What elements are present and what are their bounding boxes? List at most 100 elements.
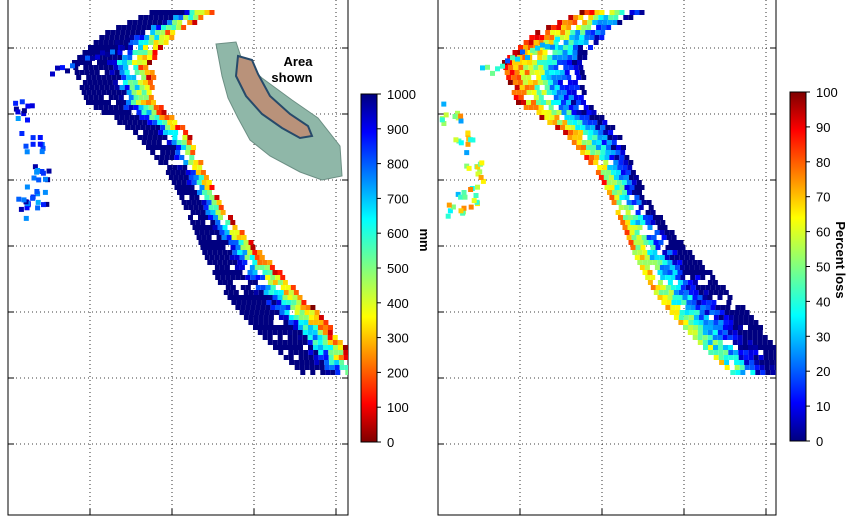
heatmap-cell [237, 250, 243, 255]
heatmap-cell [748, 315, 754, 320]
heatmap-cell [50, 71, 55, 77]
heatmap-cell [103, 65, 109, 70]
heatmap-cell [283, 320, 289, 325]
heatmap-cell [648, 240, 654, 245]
heatmap-cell [87, 50, 93, 55]
heatmap-cell [141, 140, 147, 145]
heatmap-cell [561, 100, 566, 105]
heatmap-cell [115, 39, 120, 45]
heatmap-cell [526, 75, 532, 80]
heatmap-cell [773, 355, 776, 360]
colorbar-tick-label: 10 [816, 399, 830, 414]
heatmap-cell [189, 155, 195, 160]
heatmap-cell [288, 345, 293, 350]
heatmap-cell [164, 35, 170, 40]
colorbar-tick-label: 20 [816, 364, 830, 379]
heatmap-cell [617, 165, 623, 170]
heatmap-cell [203, 240, 209, 245]
heatmap-cell [107, 55, 113, 60]
heatmap-cell [242, 295, 248, 300]
heatmap-cell [674, 310, 680, 315]
heatmap-cell [657, 225, 663, 230]
heatmap-cell [307, 330, 313, 335]
heatmap-cell [577, 120, 583, 125]
heatmap-cell [738, 355, 744, 360]
heatmap-cell [688, 290, 694, 295]
heatmap-cell [213, 240, 219, 245]
heatmap-cell [707, 295, 713, 300]
heatmap-cell [113, 45, 118, 50]
heatmap-cell [755, 370, 761, 375]
heatmap-cell [593, 160, 599, 165]
heatmap-cell [153, 105, 159, 110]
heatmap-cell [288, 320, 294, 325]
heatmap-cell [700, 275, 706, 280]
heatmap-cell [561, 25, 567, 30]
heatmap-cell [296, 300, 302, 305]
heatmap-cell [518, 95, 524, 100]
heatmap-cell [282, 330, 288, 335]
heatmap-cell [355, 370, 360, 375]
heatmap-cell [551, 100, 556, 105]
heatmap-cell [461, 205, 467, 211]
heatmap-cell [529, 85, 535, 90]
heatmap-cell [304, 360, 310, 365]
heatmap-cell [677, 260, 683, 265]
heatmap-cell [524, 85, 530, 90]
heatmap-cell [313, 350, 319, 355]
heatmap-cell [687, 330, 693, 335]
heatmap-cell [243, 315, 249, 320]
heatmap-cell [249, 255, 255, 260]
heatmap-cell [277, 335, 283, 340]
heatmap-cell [596, 25, 602, 30]
heatmap-cell [218, 240, 224, 245]
heatmap-cell [627, 190, 632, 195]
heatmap-cell [581, 110, 587, 115]
heatmap-cell [699, 265, 705, 270]
heatmap-cell [190, 210, 196, 215]
heatmap-cell [554, 115, 560, 120]
heatmap-cell [267, 340, 273, 345]
heatmap-cell [475, 184, 480, 190]
heatmap-cell [596, 140, 602, 145]
heatmap-cell [298, 355, 304, 360]
heatmap-cell [775, 370, 776, 375]
heatmap-cell [345, 370, 348, 375]
heatmap-cell [119, 115, 125, 120]
heatmap-cell [350, 370, 355, 375]
heatmap-cell [642, 250, 648, 255]
heatmap-cell [103, 105, 109, 110]
heatmap-cell [738, 320, 744, 325]
heatmap-cell [542, 50, 548, 55]
heatmap-cell [283, 355, 289, 360]
heatmap-cell [84, 85, 90, 90]
heatmap-cell [125, 125, 131, 130]
heatmap-cell [565, 30, 571, 35]
heatmap-cell [628, 240, 634, 245]
heatmap-cell [536, 75, 542, 80]
right-data-cells [439, 10, 776, 375]
heatmap-cell [584, 10, 590, 15]
heatmap-cell [107, 80, 113, 85]
heatmap-cell [598, 15, 604, 20]
heatmap-cell [682, 270, 688, 275]
heatmap-cell [700, 285, 706, 290]
heatmap-cell [595, 125, 601, 130]
heatmap-cell [115, 30, 121, 35]
heatmap-cell [248, 290, 254, 295]
heatmap-cell [573, 15, 579, 20]
heatmap-cell [21, 197, 27, 203]
heatmap-cell [674, 255, 680, 260]
heatmap-cell [137, 80, 143, 85]
heatmap-cell [624, 230, 630, 235]
heatmap-cell [619, 195, 625, 200]
heatmap-cell [634, 10, 640, 15]
heatmap-cell [338, 355, 344, 360]
heatmap-cell [683, 325, 688, 330]
heatmap-cell [108, 95, 114, 100]
heatmap-cell [631, 180, 637, 185]
heatmap-cell [629, 185, 635, 190]
heatmap-cell [534, 35, 540, 40]
heatmap-cell [317, 330, 323, 335]
heatmap-cell [768, 355, 774, 360]
